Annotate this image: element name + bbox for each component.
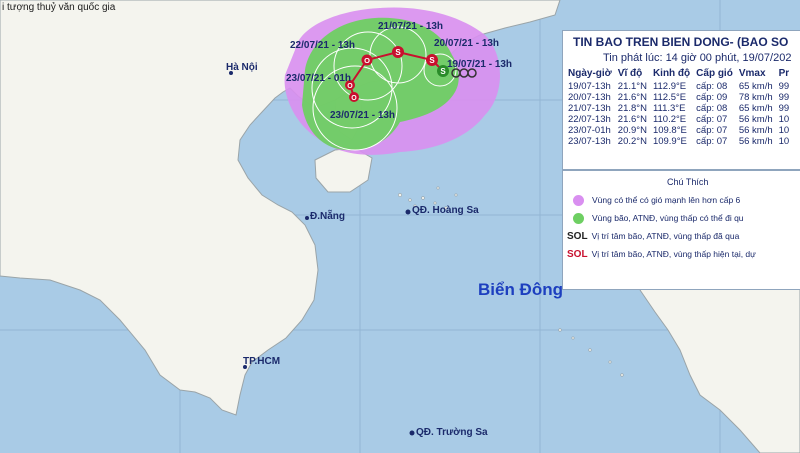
city-markers xyxy=(229,71,415,436)
cell-lat: 21.6°N xyxy=(617,114,647,125)
cell-vmax: 56 km/h xyxy=(738,136,773,147)
col-header-lon: Kinh độ xyxy=(652,68,691,79)
strong-wind-swatch-icon xyxy=(573,194,584,206)
truongsa-label: QĐ. Trường Sa xyxy=(416,427,488,438)
hoangsa-label: QĐ. Hoàng Sa xyxy=(412,205,479,216)
cell-lat: 21.6°N xyxy=(617,92,647,103)
svg-text:O: O xyxy=(351,95,357,102)
svg-text:O: O xyxy=(364,56,370,65)
storm-zone xyxy=(302,17,459,151)
cell-pressure: 99 xyxy=(778,103,790,114)
storm-zone-swatch-icon xyxy=(573,212,584,224)
cell-wind-level: cấp: 07 xyxy=(696,136,728,147)
track-point-21-07-13h: S xyxy=(392,46,404,58)
cell-vmax: 56 km/h xyxy=(738,125,773,136)
cell-time: 19/07-13h xyxy=(568,81,611,92)
table-header-row: Ngày-giờ Vĩ độ Kinh độ Cấp gió Vmax Pr xyxy=(565,68,792,81)
cell-vmax: 65 km/h xyxy=(738,103,773,114)
cell-lat: 21.8°N xyxy=(617,103,647,114)
table-row: 20/07-13h 21.6°N 112.5°E cấp: 09 78 km/h… xyxy=(565,92,792,103)
track-point-22-07-13h: O xyxy=(361,54,373,66)
cell-lon: 112.9°E xyxy=(652,81,687,92)
col-header-pressure: Pr xyxy=(778,68,790,79)
legend-item-label: Vùng bão, ATNĐ, vùng thấp có thể đi qu xyxy=(592,213,744,223)
cell-vmax: 56 km/h xyxy=(738,114,773,125)
past-storm-symbols-icon: SOL xyxy=(567,230,588,242)
legend-item-strong-wind: Vùng có thể có gió mạnh lên hơn cấp 6 xyxy=(573,193,740,207)
past-positions-symbols xyxy=(451,68,477,78)
track-symbols: S S S O O O xyxy=(345,46,477,102)
table-row: 22/07-13h 21.6°N 110.2°E cấp: 07 56 km/h… xyxy=(565,114,792,125)
cell-lon: 111.3°E xyxy=(652,103,686,114)
col-header-time: Ngày-giờ xyxy=(568,68,612,79)
forecast-table: Ngày-giờ Vĩ độ Kinh độ Cấp gió Vmax Pr 1… xyxy=(565,68,792,147)
table-row: 19/07-13h 21.1°N 112.9°E cấp: 08 65 km/h… xyxy=(565,81,792,92)
table-row: 23/07-01h 20.9°N 109.8°E cấp: 07 56 km/h… xyxy=(565,125,792,136)
cell-wind-level: cấp: 07 xyxy=(696,125,728,136)
cell-lat: 20.2°N xyxy=(617,136,647,147)
cell-pressure: 10 xyxy=(778,136,790,147)
cell-lon: 109.8°E xyxy=(652,125,687,136)
legend-item-current-position: SOL Vị trí tâm bão, ATNĐ, vùng thấp hiện… xyxy=(567,247,756,261)
svg-text:S: S xyxy=(429,56,435,65)
table-row: 21/07-13h 21.8°N 111.3°E cấp: 08 65 km/h… xyxy=(565,103,792,114)
cell-wind-level: cấp: 08 xyxy=(696,103,728,114)
cell-wind-level: cấp: 08 xyxy=(696,81,728,92)
legend-item-past-position: SOL Vị trí tâm bão, ATNĐ, vùng thấp đã q… xyxy=(567,229,739,243)
cell-pressure: 99 xyxy=(778,92,790,103)
table-row: 23/07-13h 20.2°N 109.9°E cấp: 07 56 km/h… xyxy=(565,136,792,147)
svg-text:O: O xyxy=(347,83,353,90)
track-label-23-07-01h: 23/07/21 - 01h xyxy=(286,73,352,84)
legend-item-label: Vị trí tâm bão, ATNĐ, vùng thấp hiện tại… xyxy=(591,249,756,259)
col-header-vmax: Vmax xyxy=(738,68,766,79)
svg-text:S: S xyxy=(440,67,446,76)
cell-time: 22/07-13h xyxy=(568,114,611,125)
cell-lon: 109.9°E xyxy=(652,136,687,147)
current-storm-symbols-icon: SOL xyxy=(567,248,588,260)
col-header-lat: Vĩ độ xyxy=(617,68,643,79)
cell-pressure: 99 xyxy=(778,81,790,92)
cell-lat: 21.1°N xyxy=(617,81,647,92)
cell-vmax: 78 km/h xyxy=(738,92,773,103)
col-header-wind-level: Cấp gió xyxy=(696,68,733,79)
cell-lon: 112.5°E xyxy=(652,92,687,103)
cell-lon: 110.2°E xyxy=(652,114,687,125)
track-point-19-07-13h: S xyxy=(437,65,449,77)
uncertainty-circles xyxy=(311,26,457,151)
legend-item-storm-zone: Vùng bão, ATNĐ, vùng thấp có thể đi qu xyxy=(573,211,744,225)
cell-pressure: 10 xyxy=(778,114,790,125)
bien-dong-label: Biển Đông xyxy=(478,280,563,299)
cell-pressure: 10 xyxy=(778,125,790,136)
track-point-20-07-13h: S xyxy=(426,54,438,66)
svg-text:S: S xyxy=(395,48,401,57)
cell-wind-level: cấp: 07 xyxy=(696,114,728,125)
track-label-20-07: 20/07/21 - 13h xyxy=(434,38,500,49)
small-islands xyxy=(398,186,624,377)
legend-item-label: Vị trí tâm bão, ATNĐ, vùng thấp đã qua xyxy=(591,231,740,241)
legend-item-label: Vùng có thể có gió mạnh lên hơn cấp 6 xyxy=(592,195,741,205)
track-label-19-07: 19/07/21 - 13h xyxy=(447,59,513,70)
cell-time: 20/07-13h xyxy=(568,92,611,103)
track-label-23-07-13h: 23/07/21 - 13h xyxy=(330,110,396,121)
track-label-21-07: 21/07/21 - 13h xyxy=(378,21,444,32)
legend-panel: Chú Thích Vùng có thể có gió mạnh lên hơ… xyxy=(562,170,800,290)
panel-title: TIN BAO TREN BIEN DONG- (BAO SO xyxy=(573,35,789,49)
cell-wind-level: cấp: 09 xyxy=(696,92,728,103)
cell-time: 23/07-01h xyxy=(568,125,611,136)
track-point-23-07-01h: O xyxy=(345,80,355,90)
header-text: i tượng thuỷ văn quốc gia xyxy=(2,2,116,13)
panel-issued-time: Tin phát lúc: 14 giờ 00 phút, 19/07/202 xyxy=(603,52,792,64)
forecast-panel: TIN BAO TREN BIEN DONG- (BAO SO Tin phát… xyxy=(562,30,800,170)
cell-time: 23/07-13h xyxy=(568,136,611,147)
track-point-23-07-13h: O xyxy=(349,92,359,102)
cell-vmax: 65 km/h xyxy=(738,81,773,92)
danang-label: Đ.Nẵng xyxy=(310,211,345,222)
cell-time: 21/07-13h xyxy=(568,103,611,114)
hanoi-label: Hà Nội xyxy=(226,62,258,73)
hcm-label: TP.HCM xyxy=(243,356,281,367)
track-label-22-07: 22/07/21 - 13h xyxy=(290,40,356,51)
legend-title: Chú Thích xyxy=(667,177,709,187)
cell-lat: 20.9°N xyxy=(617,125,647,136)
